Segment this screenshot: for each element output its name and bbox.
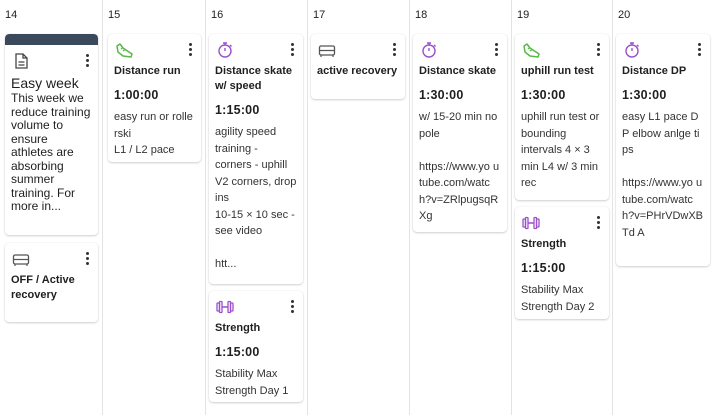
day-number: 14 [5, 9, 18, 21]
workout-title: OFF / Active recovery [11, 274, 75, 301]
note-title: Easy week [11, 75, 79, 91]
workout-title: Strength [521, 238, 567, 250]
more-options-icon[interactable] [185, 41, 195, 57]
dumbbell-icon [216, 300, 234, 314]
workout-title: Distance skate [419, 65, 497, 77]
workout-description: Stability Max Strength Day 1 [215, 368, 289, 397]
stopwatch-icon [422, 42, 436, 58]
workout-duration: 1:15:00 [521, 261, 566, 275]
workout-title: Distance DP [622, 65, 687, 77]
workout-duration: 1:30:00 [521, 88, 566, 102]
workout-card-strength-day-2[interactable]: Strength 1:15:00 Stability Max Strength … [515, 207, 609, 319]
more-options-icon[interactable] [82, 250, 92, 266]
day-column-19: 19 uphill run test 1:30:00 uphill run te… [512, 0, 613, 415]
workout-card-distance-dp[interactable]: Distance DP 1:30:00 easy L1 pace DP elbo… [616, 34, 710, 266]
day-column-17: 17 active recovery [308, 0, 410, 415]
more-options-icon[interactable] [389, 41, 399, 57]
stopwatch-icon [218, 42, 232, 58]
workout-duration: 1:30:00 [622, 88, 667, 102]
workout-description: Stability Max Strength Day 2 [521, 284, 595, 313]
day-number: 16 [211, 9, 224, 21]
workout-card-distance-run[interactable]: Distance run 1:00:00 easy run or rollers… [108, 34, 201, 162]
workout-card-off-recovery[interactable]: OFF / Active recovery [5, 243, 98, 322]
workout-duration: 1:15:00 [215, 345, 260, 359]
day-column-20: 20 Distance DP 1:30:00 easy L1 pace DP e… [613, 0, 722, 415]
workout-title: uphill run test [521, 65, 594, 77]
workout-description: easy run or rollerski L1 / L2 pace [114, 111, 193, 156]
more-options-icon[interactable] [491, 41, 501, 57]
workout-description: easy L1 pace DP elbow anlge tips https:/… [622, 111, 704, 239]
day-column-16: 16 Distance skate w/ speed 1:15:00 agili… [206, 0, 308, 415]
couch-icon [12, 254, 30, 266]
workout-card-distance-skate-speed[interactable]: Distance skate w/ speed 1:15:00 agility … [209, 34, 303, 284]
day-number: 19 [517, 9, 530, 21]
workout-card-active-recovery[interactable]: active recovery [311, 34, 405, 99]
workout-duration: 1:30:00 [419, 88, 464, 102]
note-body: This week we reduce training volume to e… [11, 91, 91, 213]
shoe-icon [116, 43, 133, 58]
stopwatch-icon [625, 42, 639, 58]
day-column-18: 18 Distance skate 1:30:00 w/ 15-20 min n… [410, 0, 512, 415]
day-number: 18 [415, 9, 428, 21]
workout-description: agility speed training - corners - uphil… [215, 126, 297, 270]
workout-card-distance-skate[interactable]: Distance skate 1:30:00 w/ 15-20 min no p… [413, 34, 507, 232]
note-header-bar [5, 34, 98, 45]
more-options-icon[interactable] [287, 298, 297, 314]
workout-card-strength-day-1[interactable]: Strength 1:15:00 Stability Max Strength … [209, 291, 303, 402]
more-options-icon[interactable] [694, 41, 704, 57]
shoe-icon [523, 43, 540, 58]
day-number: 20 [618, 9, 631, 21]
more-options-icon[interactable] [593, 214, 603, 230]
dumbbell-icon [522, 216, 540, 230]
workout-title: Distance run [114, 65, 181, 77]
workout-description: w/ 15-20 min no pole https://www.yo utub… [419, 111, 500, 222]
workout-title: Distance skate w/ speed [215, 65, 293, 92]
couch-icon [318, 45, 336, 57]
workout-duration: 1:15:00 [215, 103, 260, 117]
more-options-icon[interactable] [593, 41, 603, 57]
workout-description: uphill run test or bounding intervals 4 … [521, 111, 600, 189]
workout-title: active recovery [317, 65, 398, 77]
day-number: 17 [313, 9, 326, 21]
workout-title: Strength [215, 322, 261, 334]
note-card[interactable]: Easy week This week we reduce training v… [5, 34, 98, 235]
day-number: 15 [108, 9, 121, 21]
day-column-15: 15 Distance run 1:00:00 easy run or roll… [103, 0, 206, 415]
workout-card-uphill-run-test[interactable]: uphill run test 1:30:00 uphill run test … [515, 34, 609, 200]
workout-duration: 1:00:00 [114, 88, 159, 102]
more-options-icon[interactable] [287, 41, 297, 57]
note-icon [15, 53, 28, 69]
day-column-14: 14 Easy week This week we reduce trainin… [0, 0, 103, 415]
more-options-icon[interactable] [82, 52, 92, 68]
